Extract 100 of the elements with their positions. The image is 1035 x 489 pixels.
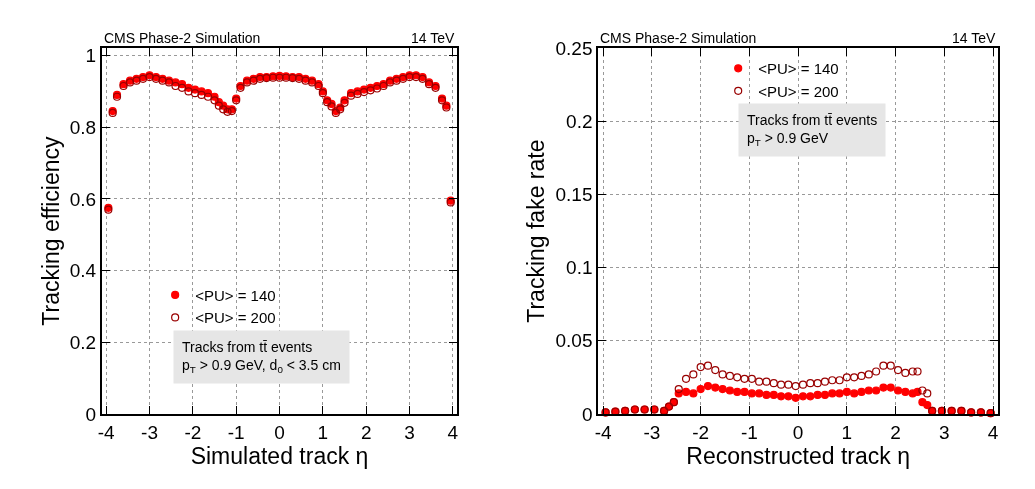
x-tick-label: -4 <box>594 421 613 443</box>
point <box>901 368 910 378</box>
text: 14 TeV <box>411 30 455 46</box>
text: CMS Phase-2 Simulation <box>600 30 757 46</box>
annotation: Tracks from tt̄ events p$_{T}$ > 0.9 GeV, d$_{0}$ < 3.5 cm <box>182 339 341 376</box>
x-tick-label: -4 <box>97 421 116 443</box>
point <box>864 370 873 379</box>
point <box>820 390 830 399</box>
x-tick-label: 0 <box>792 421 804 443</box>
x-tick-label: 2 <box>890 421 901 443</box>
point <box>762 377 771 386</box>
point <box>718 384 727 394</box>
point <box>718 370 727 379</box>
point <box>893 386 903 395</box>
point <box>879 383 888 392</box>
point <box>703 361 713 370</box>
point <box>740 387 749 397</box>
x-tick-label: 1 <box>841 421 853 443</box>
point <box>776 392 786 401</box>
point <box>762 390 771 399</box>
y-tick-label: 0.25 <box>555 38 593 60</box>
legend-label: <PU> = 140 <box>195 286 276 304</box>
point <box>711 365 720 375</box>
x-tick-label: -3 <box>643 421 661 443</box>
point <box>923 389 932 398</box>
point <box>850 389 859 398</box>
point <box>842 387 851 397</box>
point <box>806 379 815 388</box>
point <box>850 373 859 382</box>
x-axis-title: Reconstructed track η <box>686 442 910 469</box>
point <box>864 386 873 395</box>
point <box>681 374 691 383</box>
point <box>784 380 793 389</box>
point <box>696 384 705 394</box>
x-tick-label: -2 <box>184 421 202 443</box>
text: CMS Phase-2 Simulation <box>104 30 261 46</box>
y-tick-label: 0.4 <box>69 260 97 282</box>
x-tick-label: 4 <box>987 421 999 443</box>
point <box>733 387 742 397</box>
point <box>813 379 822 388</box>
point <box>908 367 917 376</box>
y-tick-label: 0.2 <box>566 111 593 133</box>
point <box>828 376 837 385</box>
point <box>725 371 734 380</box>
point <box>806 392 815 401</box>
y-axis-title: Tracking fake rate <box>523 139 550 323</box>
annotation: Tracks from tt̄ events p$_{T}$ > 0.9 GeV <box>747 112 878 149</box>
x-tick-label: 3 <box>404 421 415 443</box>
point <box>725 386 734 395</box>
x-tick-label: 1 <box>317 421 329 443</box>
point <box>828 389 837 398</box>
point <box>197 90 206 100</box>
point <box>776 380 786 389</box>
x-axis-title: Simulated track η <box>190 442 369 469</box>
point <box>791 393 800 402</box>
y-tick-label: 0.2 <box>69 331 97 353</box>
point <box>879 361 888 370</box>
y-tick-label: 0 <box>85 403 97 425</box>
point <box>886 361 895 370</box>
x-tick-label: 3 <box>939 421 950 443</box>
point <box>674 384 683 394</box>
x-tick-label: -3 <box>141 421 158 443</box>
point <box>747 389 756 398</box>
y-axis-title: Tracking efficiency <box>37 136 64 326</box>
text: 14 TeV <box>952 30 996 46</box>
point <box>857 371 866 380</box>
point <box>210 96 219 105</box>
point <box>835 376 844 385</box>
point <box>913 367 922 376</box>
point <box>918 386 927 395</box>
point <box>769 379 778 388</box>
y-tick-label: 0.8 <box>69 116 97 138</box>
point <box>171 81 180 91</box>
point <box>842 373 851 382</box>
point <box>901 387 910 397</box>
legend-label: <PU> = 200 <box>758 82 839 100</box>
point <box>886 383 895 392</box>
point <box>733 373 742 382</box>
y-tick-label: 0.05 <box>555 330 593 352</box>
point <box>689 370 698 379</box>
x-tick-label: 2 <box>360 421 372 443</box>
point <box>872 386 881 395</box>
point <box>872 367 881 376</box>
point <box>791 382 800 391</box>
point <box>857 387 866 397</box>
x-tick-label: -2 <box>692 421 710 443</box>
point <box>923 401 932 410</box>
x-tick-label: -1 <box>740 421 758 443</box>
legend-label: <PU> = 200 <box>195 309 276 327</box>
x-tick-label: 4 <box>447 421 459 443</box>
y-tick-label: 0.1 <box>566 257 593 279</box>
point <box>703 382 713 391</box>
point <box>681 387 691 397</box>
point <box>784 392 793 401</box>
y-tick-label: 0.15 <box>555 184 593 206</box>
point <box>769 390 778 399</box>
point <box>689 389 698 398</box>
point <box>190 89 200 98</box>
point <box>747 374 756 383</box>
point <box>740 374 749 383</box>
